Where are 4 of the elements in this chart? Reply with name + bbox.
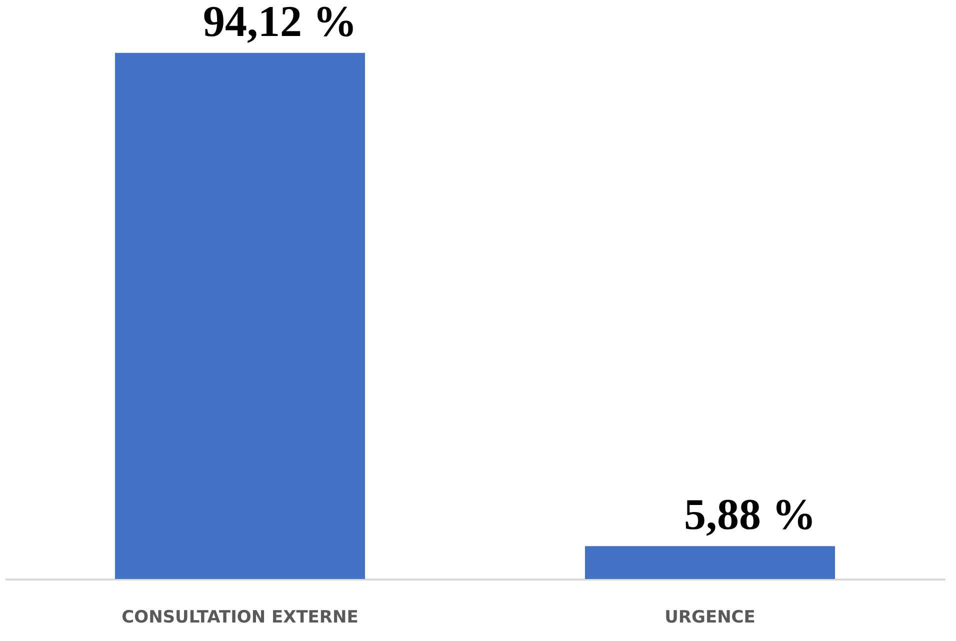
x-tick-label: URGENCE [664,608,756,628]
data-label: 5,88 % [684,490,816,540]
x-tick-label: CONSULTATION EXTERNE [122,608,358,628]
data-label: 94,12 % [203,0,357,46]
